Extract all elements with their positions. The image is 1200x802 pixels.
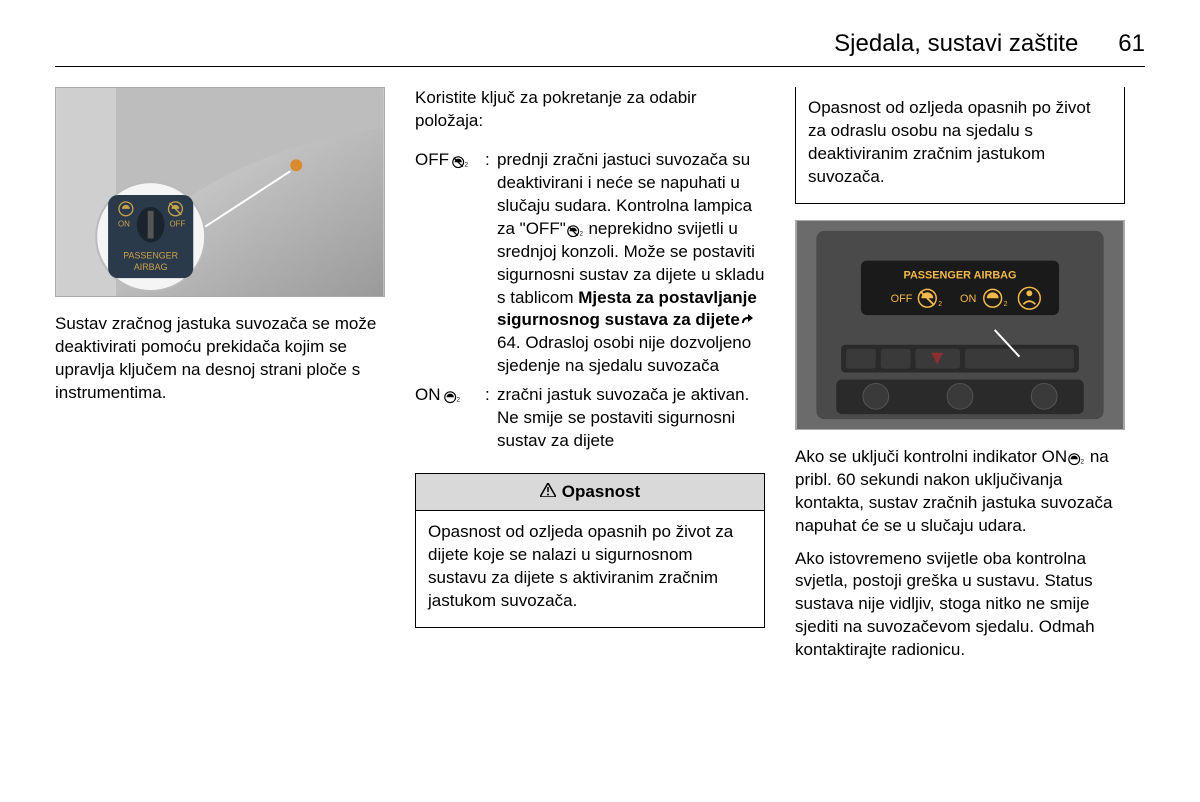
airbag-off-icon: 2 (451, 153, 469, 167)
column-2: Koristite ključ za pokretanje za odabir … (415, 87, 765, 672)
svg-text:2: 2 (1081, 459, 1085, 466)
warning-title-text: Opasnost (562, 482, 640, 502)
figure-dashboard-display: PASSENGER AIRBAG OFF 2 ON 2 (795, 220, 1125, 430)
svg-text:2: 2 (456, 397, 460, 404)
def-row-off: OFF 2 : prednji zračni jastuci suvozača … (415, 149, 765, 378)
content-columns: ON OFF PASSENGER AIRBAG Sustav zračnog j… (55, 87, 1145, 672)
column-3: Opasnost od ozljeda opasnih po život za … (795, 87, 1125, 672)
term-off-text: OFF (415, 149, 449, 172)
svg-text:AIRBAG: AIRBAG (134, 262, 168, 272)
airbag-on-icon-inline: 2 (1067, 450, 1085, 464)
warning-continuation: Opasnost od ozljeda opasnih po život za … (795, 87, 1125, 204)
para1-pre: Ako se uključi kontrolni indikator ON (795, 447, 1067, 466)
svg-text:2: 2 (1004, 301, 1008, 308)
page-header: Sjedala, sustavi zaštite 61 (55, 30, 1145, 67)
off-desc-ref: 64. Odrasloj osobi nije dozvoljeno sjede… (497, 333, 751, 375)
warning-triangle-icon (540, 482, 556, 502)
col2-intro: Koristite ključ za pokretanje za odabir … (415, 87, 765, 133)
figure-airbag-switch: ON OFF PASSENGER AIRBAG (55, 87, 385, 297)
column-1: ON OFF PASSENGER AIRBAG Sustav zračnog j… (55, 87, 385, 672)
def-colon-on: : (485, 384, 497, 407)
airbag-on-icon: 2 (443, 389, 461, 403)
svg-text:2: 2 (579, 231, 583, 238)
svg-text:ON: ON (118, 220, 130, 229)
figure-1-caption: Sustav zračnog jastuka suvozača se može … (55, 313, 385, 405)
def-colon-off: : (485, 149, 497, 172)
svg-text:2: 2 (464, 162, 468, 169)
svg-text:PASSENGER: PASSENGER (123, 250, 178, 260)
def-row-on: ON 2 : zračni jastuk suvozača je aktivan… (415, 384, 765, 453)
header-page-number: 61 (1118, 30, 1145, 58)
term-on-text: ON (415, 384, 441, 407)
svg-text:2: 2 (938, 301, 942, 308)
header-section-title: Sjedala, sustavi zaštite (834, 30, 1078, 58)
def-term-off: OFF 2 (415, 149, 485, 172)
warning-box: Opasnost Opasnost od ozljeda opasnih po … (415, 473, 765, 628)
svg-text:OFF: OFF (891, 293, 913, 305)
warning-body-text: Opasnost od ozljeda opasnih po život za … (416, 511, 764, 627)
svg-text:ON: ON (960, 293, 976, 305)
col3-para2: Ako istovremeno svijetle oba kontrolna s… (795, 548, 1125, 663)
svg-text:PASSENGER AIRBAG: PASSENGER AIRBAG (904, 269, 1017, 281)
warning-heading: Opasnost (416, 474, 764, 511)
svg-text:OFF: OFF (169, 220, 185, 229)
def-term-on: ON 2 (415, 384, 485, 407)
airbag-off-icon-inline: 2 (566, 222, 584, 236)
col3-para1: Ako se uključi kontrolni indikator ON2 n… (795, 446, 1125, 538)
def-desc-on: zračni jastuk suvozača je aktivan. Ne sm… (497, 384, 765, 453)
def-desc-off: prednji zračni jastuci suvozača su deakt… (497, 149, 765, 378)
reference-arrow-icon (740, 309, 754, 332)
definition-list: OFF 2 : prednji zračni jastuci suvozača … (415, 149, 765, 459)
